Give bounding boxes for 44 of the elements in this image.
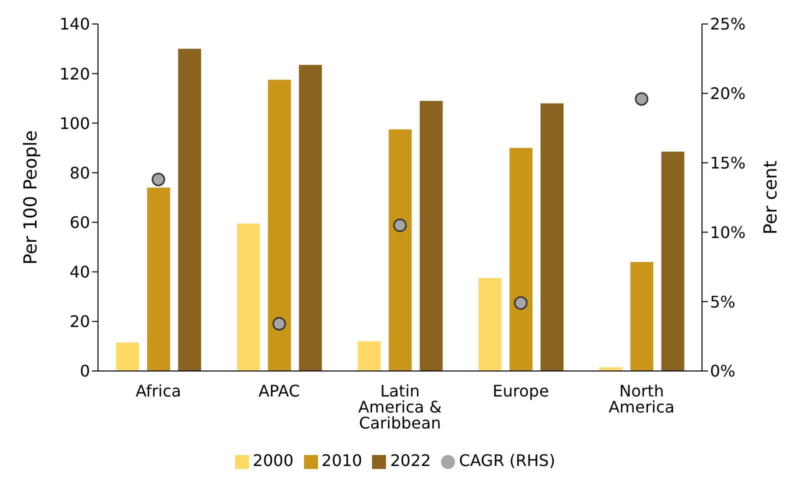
point — [152, 172, 166, 186]
y-tick-label: 20 — [70, 312, 90, 332]
bar — [268, 80, 291, 371]
x-tick-label: APAC — [258, 381, 300, 400]
y-tick-label: 140 — [59, 14, 90, 34]
y-tick-label: 100 — [59, 114, 90, 133]
bar — [661, 152, 684, 371]
bar — [630, 262, 654, 371]
y-axis-title: Per 100 People — [20, 130, 42, 265]
bar — [298, 64, 322, 371]
point — [272, 317, 286, 331]
y-tick-label: 120 — [59, 64, 90, 84]
bar — [478, 278, 502, 371]
y2-tick-label: 5% — [710, 292, 736, 312]
bar — [178, 48, 202, 371]
legend-label: 2022 — [390, 451, 431, 470]
y2-tick-label: 20% — [710, 84, 746, 104]
bar — [540, 103, 564, 371]
bar — [388, 129, 412, 371]
y-tick-label: 80 — [70, 163, 90, 182]
x-tick-label: Africa — [136, 381, 182, 400]
x-tick-label: North America — [608, 381, 675, 416]
y2-tick-label: 25% — [710, 14, 746, 34]
legend-label: CAGR (RHS) — [458, 451, 556, 470]
bar — [358, 341, 381, 371]
y2-tick-label: 10% — [710, 222, 746, 242]
y2-tick-label: 0% — [710, 362, 736, 381]
bar — [236, 224, 260, 371]
bar — [510, 148, 533, 371]
x-tick-label: Latin America & Caribbean — [358, 381, 442, 432]
bar — [116, 342, 140, 371]
legend-label: 2010 — [322, 451, 362, 470]
y-tick-label: 40 — [70, 262, 90, 282]
y2-axis-title: Per cent — [760, 160, 782, 234]
legend-label: 2000 — [252, 451, 294, 470]
y-tick-label: 0 — [80, 362, 90, 381]
point — [393, 218, 407, 232]
y2-tick-label: 15% — [710, 153, 746, 172]
y-tick-label: 60 — [70, 212, 90, 232]
bar — [420, 100, 443, 371]
bar — [147, 188, 170, 371]
x-tick-label: Europe — [492, 381, 549, 400]
point — [634, 92, 648, 106]
point — [514, 296, 528, 310]
